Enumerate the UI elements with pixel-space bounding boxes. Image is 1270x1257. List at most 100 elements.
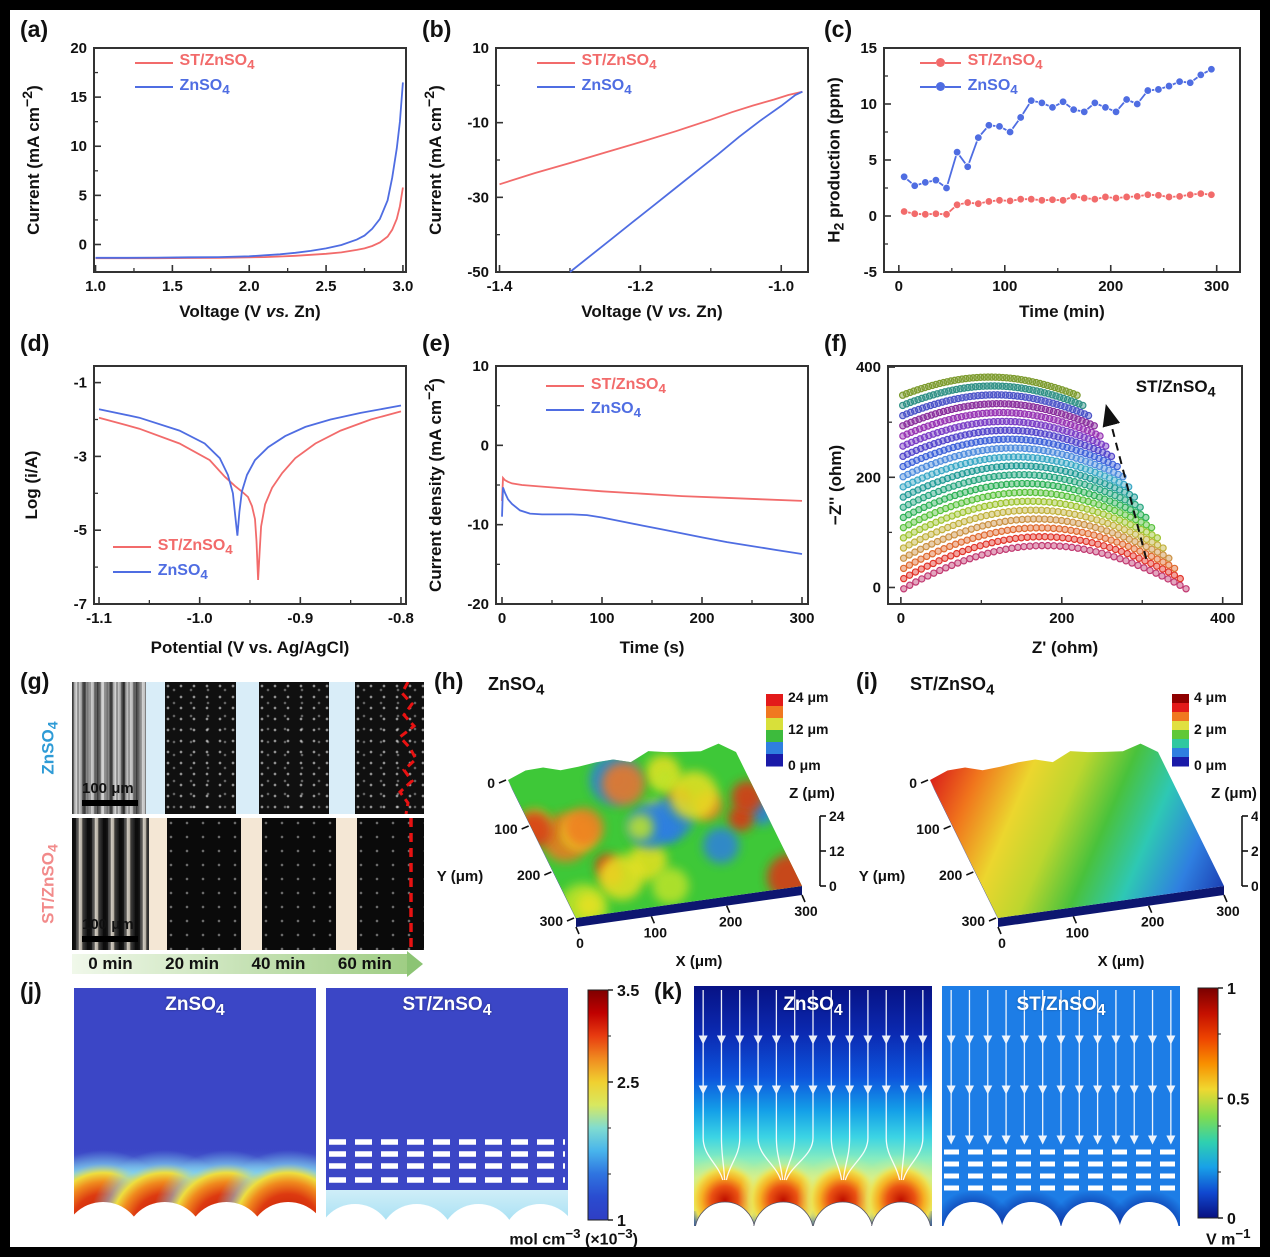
surface-title: ZnSO4: [488, 674, 545, 699]
data-point: [931, 175, 941, 185]
legend-label: ST/ZnSO4: [157, 537, 233, 558]
svg-text:300: 300: [540, 913, 564, 929]
svg-text:200: 200: [1141, 914, 1165, 930]
svg-text:300: 300: [794, 903, 818, 919]
panel-f: (f) 0 200 400 0 200 400 −Z'' (ohm) Z' (ohm) ST/Z…: [820, 330, 1256, 664]
chart-e: 0 100 200 300 10 0 -10 -20 Current density (mA c…: [418, 330, 820, 664]
panel-label-c: (c): [824, 16, 853, 42]
micrograph-row: 100 μm: [72, 818, 424, 950]
legend-label: ST/ZnSO4: [179, 52, 255, 73]
data-point: [1027, 96, 1036, 105]
data-point: [984, 121, 994, 130]
data-point: [1005, 196, 1015, 206]
y-axis-label: Log (i/A): [22, 450, 41, 520]
data-point: [1143, 86, 1153, 95]
concentration-field-znso4: [74, 988, 316, 1234]
data-point: [1016, 113, 1025, 122]
data-point: [1090, 98, 1100, 108]
zinc-bump: [125, 1202, 204, 1234]
legend: ST/ZnSO4 ZnSO4: [919, 52, 1043, 97]
surface-title: ST/ZnSO4: [910, 674, 995, 699]
data-point: [899, 172, 909, 181]
data-point: [1186, 78, 1195, 87]
svg-text:100: 100: [916, 821, 940, 837]
legend: ST/ZnSO4 ZnSO4: [545, 376, 666, 420]
svg-text:400: 400: [856, 359, 881, 376]
svg-text:300: 300: [962, 913, 986, 929]
svg-text:200: 200: [517, 867, 541, 883]
legend-item: ST/ZnSO4: [919, 52, 1043, 73]
legend-item: ZnSO4: [536, 77, 657, 97]
data-point: [1037, 196, 1047, 205]
zinc-bump: [943, 1202, 1003, 1226]
colorbar-unit: mol cm−3 (×10−3): [509, 1226, 638, 1249]
svg-text:0: 0: [498, 610, 506, 627]
svg-text:3.0: 3.0: [392, 278, 413, 295]
svg-text:-50: -50: [467, 264, 489, 281]
legend-marker-dot: [935, 58, 945, 68]
edge-trace-dashed: [398, 682, 418, 814]
data-point: [952, 147, 962, 157]
time-label: 60 min: [337, 954, 392, 973]
data-point: [1101, 103, 1110, 112]
svg-text:300: 300: [1204, 278, 1229, 295]
legend: ST/ZnSO4 ZnSO4: [112, 537, 233, 582]
simulation-concentration: 3.5 2.5 1 ZnSO4 ST/ZnSO4 mol cm−3 (×10−3): [16, 978, 648, 1248]
svg-text:200: 200: [1049, 610, 1074, 627]
zinc-bump: [812, 1201, 873, 1226]
zinc-bump: [441, 1204, 516, 1234]
panel-b: (b) -1.4 -1.2 -1.0 10 -10 -30 -50 Current (mA c…: [418, 16, 820, 328]
x-axis-label: Time (min): [1019, 302, 1105, 321]
svg-text:-7: -7: [74, 596, 87, 613]
svg-text:-1.0: -1.0: [768, 278, 794, 295]
data-point: [1133, 99, 1142, 109]
scale-bar: 100 μm: [82, 916, 138, 942]
svg-text:0: 0: [909, 775, 917, 791]
electrode-strip: [72, 818, 150, 950]
svg-text:400: 400: [1210, 610, 1235, 627]
data-point: [899, 207, 909, 216]
zinc-bump: [753, 1201, 814, 1226]
svg-text:-1.2: -1.2: [627, 278, 653, 295]
panel-label-k: (k): [654, 978, 683, 1004]
chart-c: 0 100 200 300 -5 0 5 10 15 H2 production (ppm) Tim…: [820, 16, 1256, 328]
data-point: [1164, 192, 1174, 202]
data-point: [1154, 85, 1163, 94]
y-axis-label: Current density (mA cm−2): [422, 378, 445, 592]
zinc-bump: [379, 1204, 454, 1234]
data-point: [1080, 193, 1089, 203]
chart-a: 1.0 1.5 2.0 2.5 3.0 0 5 10 15 20 Current (mA cm−2)…: [16, 16, 418, 328]
data-point: [974, 133, 983, 142]
panel-d: (d) -1.1 -1.0 -0.9 -0.8 -1 -3 -5 -7 Log (i/A) Pot…: [16, 330, 418, 664]
svg-text:100: 100: [494, 821, 518, 837]
svg-text:0: 0: [79, 236, 87, 253]
y-axis-label: Current (mA cm−2): [20, 85, 43, 235]
svg-text:15: 15: [70, 89, 87, 106]
series-line-zn: [95, 82, 404, 259]
data-point: [910, 181, 919, 190]
panel-label-e: (e): [422, 330, 451, 356]
arrowhead-icon: [407, 951, 423, 977]
svg-text:2.5: 2.5: [617, 1075, 639, 1092]
svg-text:200: 200: [939, 867, 963, 883]
data-point: [1133, 192, 1142, 201]
svg-text:0: 0: [1251, 878, 1258, 894]
svg-text:10: 10: [472, 358, 489, 375]
panel-label-h: (h): [434, 668, 464, 694]
svg-text:100: 100: [644, 924, 668, 940]
svg-text:-1.1: -1.1: [86, 610, 112, 627]
electrode-strip: [165, 682, 236, 814]
svg-text:0: 0: [576, 935, 584, 951]
svg-text:200: 200: [719, 914, 743, 930]
data-point: [1143, 190, 1153, 199]
svg-text:-20: -20: [467, 596, 489, 613]
svg-text:0: 0: [1227, 1211, 1236, 1228]
panel-label-d: (d): [20, 330, 50, 356]
x-axis-label: Voltage (V vs. Zn): [581, 302, 723, 321]
svg-text:1: 1: [1227, 981, 1236, 998]
legend-label: ZnSO4: [590, 399, 641, 420]
x-axis-label: Potential (V vs. Ag/AgCl): [150, 638, 350, 657]
svg-text:Z (μm): Z (μm): [789, 785, 835, 802]
x-axis-label: Voltage (V vs. Zn): [179, 302, 321, 321]
